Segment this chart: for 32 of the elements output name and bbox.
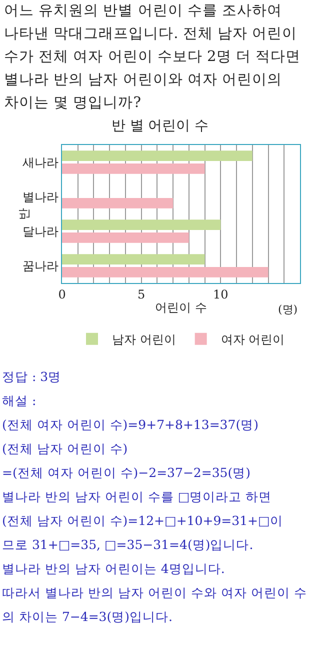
- bar: [62, 254, 205, 264]
- bar: [62, 164, 205, 174]
- text: 므로 31+□=35, □=35−31=4(명)입니다.: [2, 536, 254, 554]
- x-axis-title: 어린이 수: [155, 300, 207, 314]
- text: 어느 유치원의 반별 어린이 수를 조사하여 나타낸 막대그래프입니다. 전체 남자 어린이 수가 전체 여자 어린이 수보다 2명 더 적다면 별나라 반의 남자 어린이와 여자 어린이의 차이는 몇 명입니까?: [3, 2, 302, 113]
- x-tick-label: 10: [213, 287, 228, 302]
- legend-label: 여자 어린이: [220, 332, 285, 347]
- text: (전체 여자 어린이 수)=9+7+8+13=37(명): [2, 416, 260, 434]
- legend-label: 남자 어린이: [112, 332, 176, 347]
- text: 따라서 별나라 반의 남자 어린이 수와 여자 어린이 수: [2, 584, 308, 602]
- bar: [62, 198, 174, 208]
- text: 별나라 반의 남자 어린이는 4명입니다.: [2, 560, 226, 578]
- text: (전체 남자 어린이 수): [2, 440, 129, 458]
- bar: [62, 220, 221, 230]
- text: 별나라 반의 남자 어린이 수를 □명이라고 하면: [2, 488, 273, 506]
- y-tick-label: 꿈나라: [22, 258, 59, 273]
- y-axis-title: 반: [17, 208, 31, 220]
- text: (전체 남자 어린이 수)=12+□+10+9=31+□이: [2, 512, 284, 530]
- x-tick-label: 5: [138, 287, 146, 302]
- text: 정답 : 3명: [2, 368, 62, 386]
- x-tick-label: 0: [58, 287, 66, 302]
- y-tick-label: 새나라: [22, 155, 59, 170]
- text: =(전체 여자 어린이 수)−2=37−2=35(명): [2, 464, 252, 482]
- text: 의 차이는 7−4=3(명)입니다.: [2, 608, 174, 626]
- bar: [62, 150, 252, 161]
- text: (명): [278, 303, 298, 316]
- chart-title: 반 별 어린이 수: [111, 118, 209, 134]
- y-tick-label: 별나라: [22, 190, 59, 204]
- text: 해설 :: [2, 392, 38, 410]
- bar: [62, 267, 268, 278]
- y-tick-label: 달나라: [22, 224, 59, 238]
- bar: [62, 232, 189, 243]
